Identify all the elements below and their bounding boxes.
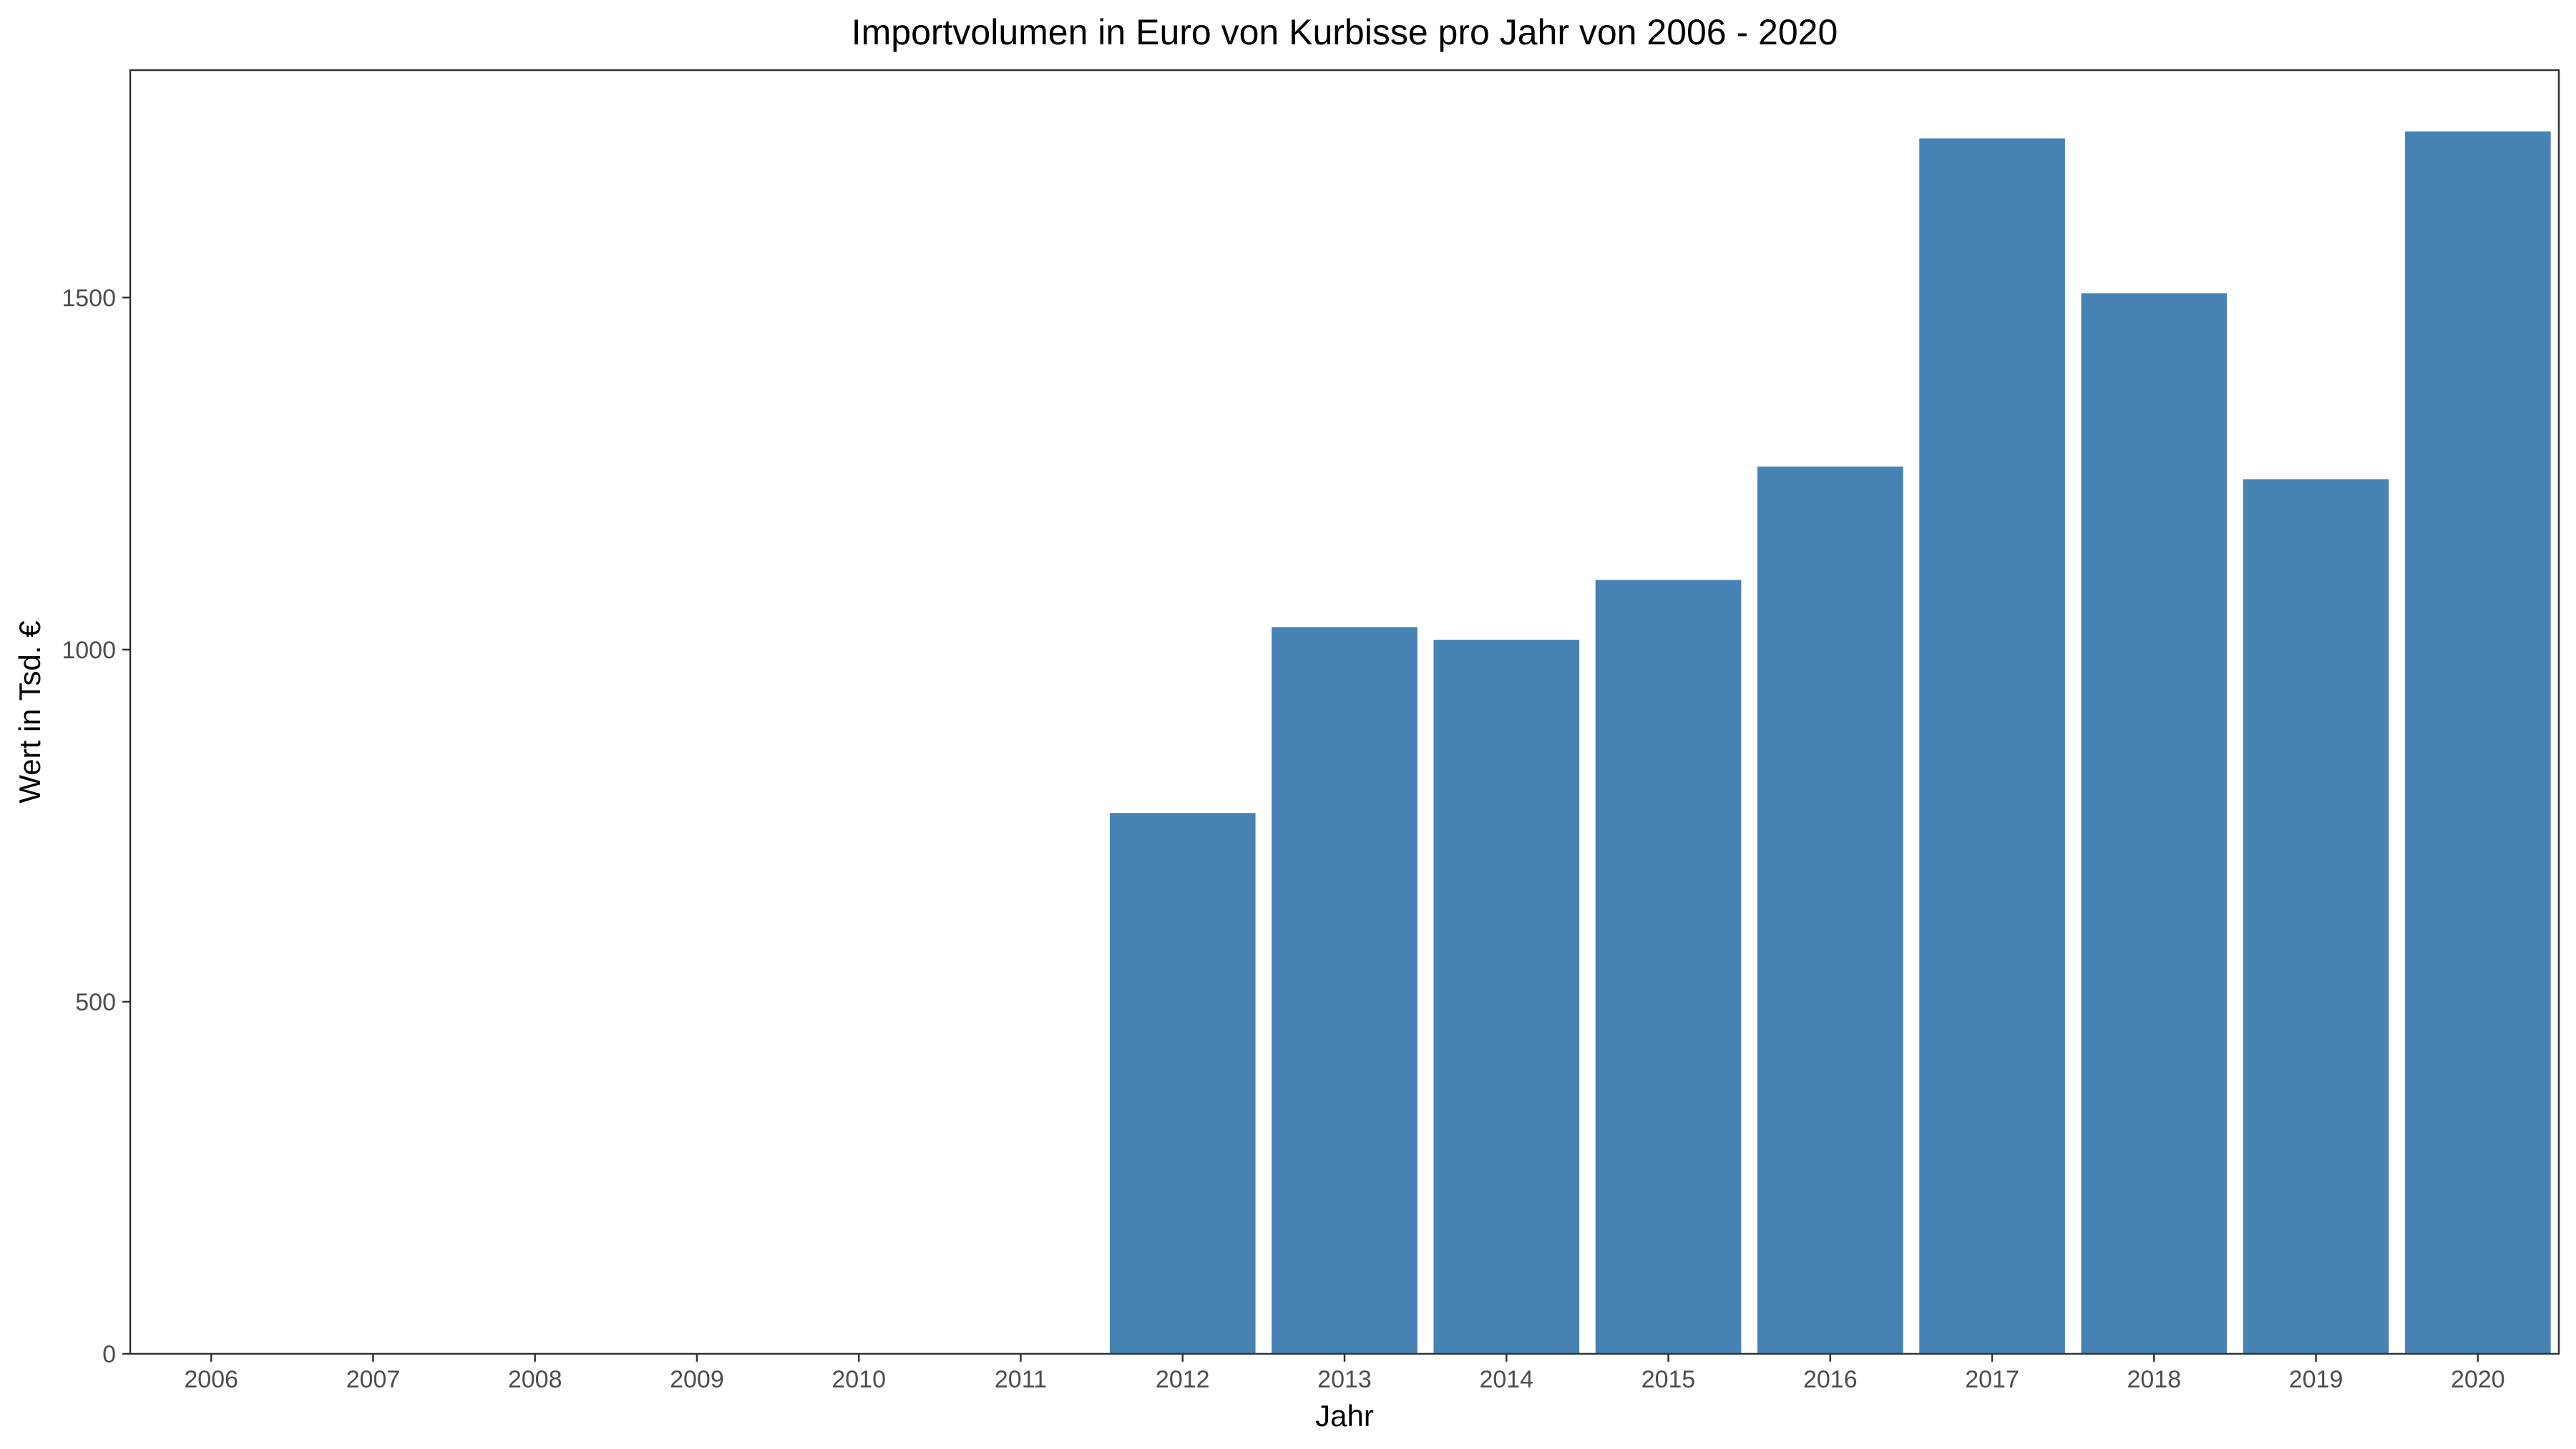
chart-title: Importvolumen in Euro von Kurbisse pro J… — [852, 12, 1838, 52]
x-tick-label-2008: 2008 — [508, 1366, 562, 1393]
bar-2014 — [1433, 640, 1580, 1354]
x-axis: 2006 2007 2008 2009 2010 2011 2012 2013 2014 2015… — [184, 1354, 2505, 1393]
x-tick-label-2007: 2007 — [346, 1366, 401, 1393]
y-tick-label-0: 0 — [102, 1341, 116, 1368]
y-tick-label-1500: 1500 — [62, 285, 116, 312]
y-tick-label-500: 500 — [75, 989, 116, 1016]
y-tick-label-1000: 1000 — [62, 637, 116, 664]
x-tick-label-2006: 2006 — [184, 1366, 238, 1393]
x-tick-label-2012: 2012 — [1156, 1366, 1210, 1393]
y-axis-title: Wert in Tsd. € — [13, 620, 47, 803]
y-axis: 0 500 1000 1500 — [62, 285, 130, 1368]
bar-2016 — [1757, 467, 1903, 1354]
x-tick-label-2009: 2009 — [670, 1366, 724, 1393]
x-tick-label-2010: 2010 — [831, 1366, 886, 1393]
x-tick-label-2014: 2014 — [1479, 1366, 1533, 1393]
bar-2012 — [1109, 813, 1256, 1354]
x-tick-label-2015: 2015 — [1641, 1366, 1696, 1393]
bar-2018 — [2081, 293, 2228, 1354]
bar-2017 — [1919, 138, 2065, 1355]
bar-2015 — [1595, 580, 1742, 1355]
x-tick-label-2019: 2019 — [2289, 1366, 2343, 1393]
bar-2020 — [2405, 131, 2551, 1355]
x-tick-label-2018: 2018 — [2127, 1366, 2182, 1393]
x-tick-label-2020: 2020 — [2451, 1366, 2505, 1393]
bars-group — [1109, 131, 2551, 1355]
x-tick-label-2011: 2011 — [995, 1366, 1047, 1393]
x-axis-title: Jahr — [1315, 1399, 1374, 1433]
x-tick-label-2017: 2017 — [1965, 1366, 2019, 1393]
bar-2013 — [1272, 627, 1418, 1354]
x-tick-label-2016: 2016 — [1803, 1366, 1858, 1393]
bar-2019 — [2243, 479, 2389, 1354]
x-tick-label-2013: 2013 — [1317, 1366, 1372, 1393]
